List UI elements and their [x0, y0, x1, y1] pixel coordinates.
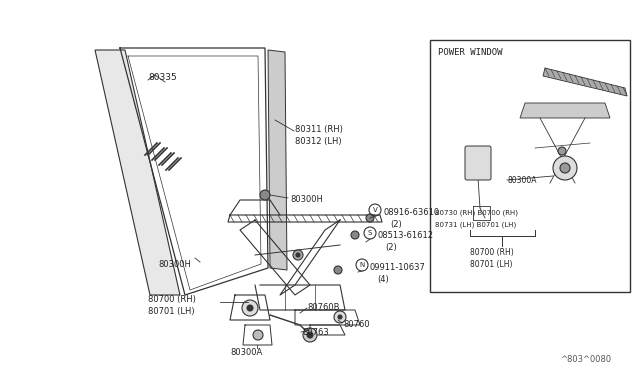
Polygon shape	[95, 50, 180, 295]
Circle shape	[334, 311, 346, 323]
Text: 80701 (LH): 80701 (LH)	[470, 260, 513, 269]
Circle shape	[366, 214, 374, 222]
FancyBboxPatch shape	[430, 40, 630, 292]
Text: (2): (2)	[390, 220, 402, 229]
Text: 80335: 80335	[148, 73, 177, 82]
Circle shape	[260, 190, 270, 200]
Polygon shape	[268, 50, 287, 270]
Text: 80760B: 80760B	[307, 303, 339, 312]
Circle shape	[242, 300, 258, 316]
Text: 08916-63610: 08916-63610	[383, 208, 439, 217]
Text: 80300H: 80300H	[158, 260, 191, 269]
Text: 80760: 80760	[343, 320, 370, 329]
Text: (4): (4)	[377, 275, 388, 284]
Text: 80700 (RH): 80700 (RH)	[148, 295, 196, 304]
Text: 80311 (RH): 80311 (RH)	[295, 125, 343, 134]
Circle shape	[553, 156, 577, 180]
Circle shape	[247, 305, 253, 311]
Circle shape	[296, 253, 300, 257]
Text: 80700 (RH): 80700 (RH)	[470, 248, 514, 257]
Polygon shape	[543, 68, 627, 96]
Circle shape	[303, 328, 317, 342]
Polygon shape	[520, 103, 610, 118]
Circle shape	[253, 330, 263, 340]
Text: 80730 (RH) B0700 (RH): 80730 (RH) B0700 (RH)	[435, 210, 518, 217]
Text: 80731 (LH) B0701 (LH): 80731 (LH) B0701 (LH)	[435, 222, 516, 228]
Circle shape	[334, 266, 342, 274]
Text: V: V	[372, 207, 378, 213]
Circle shape	[338, 315, 342, 319]
Text: 09911-10637: 09911-10637	[370, 263, 426, 272]
Circle shape	[558, 147, 566, 155]
Circle shape	[560, 163, 570, 173]
Text: 80300A: 80300A	[507, 176, 536, 185]
Text: N: N	[360, 262, 365, 268]
FancyBboxPatch shape	[465, 146, 491, 180]
Text: 08513-61612: 08513-61612	[378, 231, 434, 240]
Text: ^803^0080: ^803^0080	[560, 355, 611, 364]
Text: 80300A: 80300A	[230, 348, 262, 357]
Circle shape	[307, 332, 313, 338]
Text: 80312 (LH): 80312 (LH)	[295, 137, 342, 146]
Text: 80763: 80763	[302, 328, 329, 337]
Text: S: S	[368, 230, 372, 236]
Text: 80701 (LH): 80701 (LH)	[148, 307, 195, 316]
Circle shape	[351, 231, 359, 239]
Circle shape	[293, 250, 303, 260]
Text: POWER WINDOW: POWER WINDOW	[438, 48, 502, 57]
Text: 80300H: 80300H	[290, 195, 323, 204]
Text: (2): (2)	[385, 243, 397, 252]
